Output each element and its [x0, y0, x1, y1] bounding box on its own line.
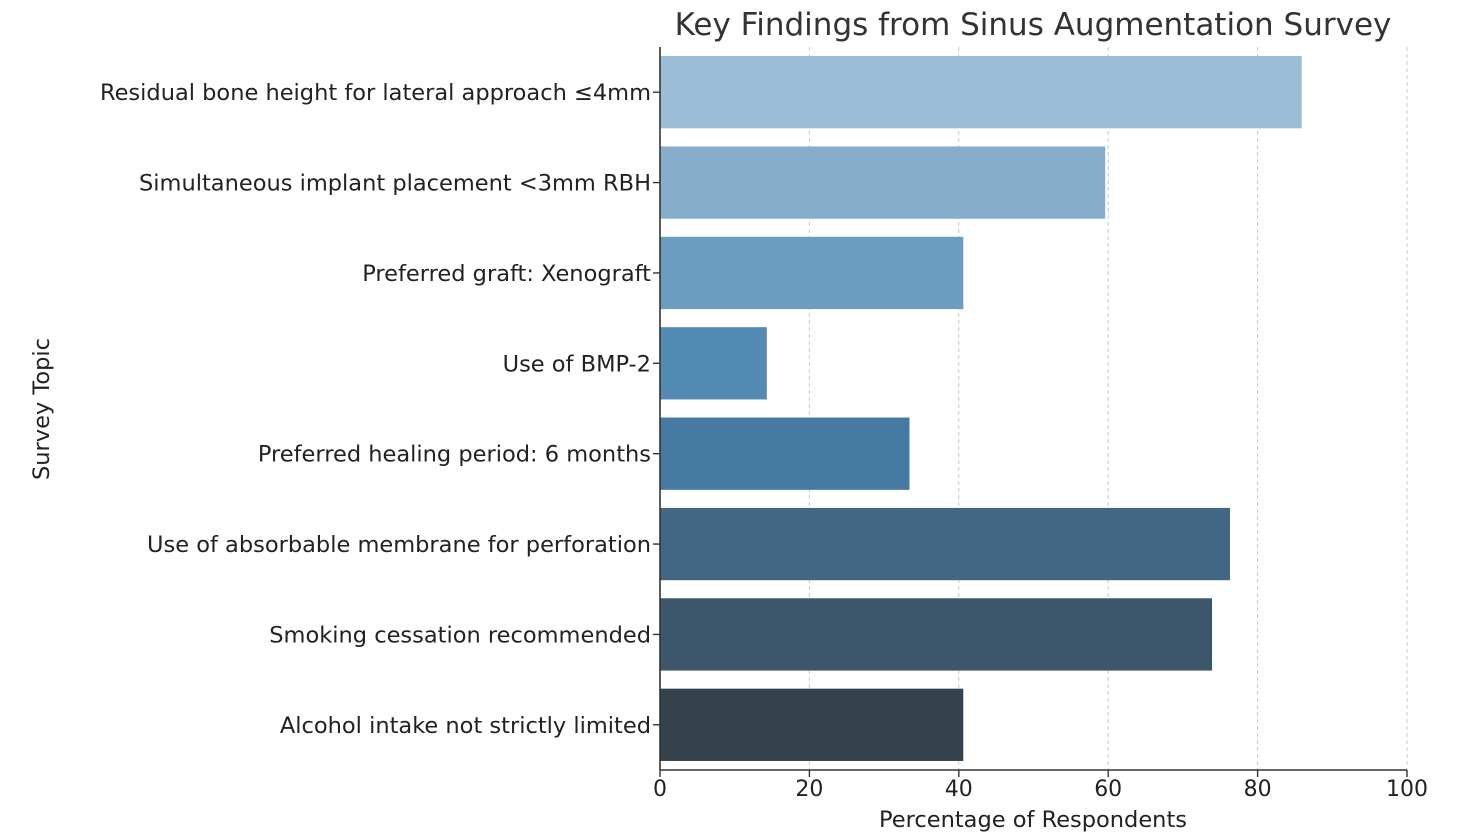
- category-label: Alcohol intake not strictly limited: [280, 713, 651, 739]
- category-label: Use of absorbable membrane for perforati…: [147, 532, 651, 558]
- category-label: Smoking cessation recommended: [269, 622, 651, 648]
- bars-layer: [660, 56, 1302, 761]
- bar: [660, 688, 964, 761]
- category-label: Residual bone height for lateral approac…: [100, 80, 651, 106]
- x-tick-label: 100: [1386, 777, 1428, 802]
- category-label: Preferred healing period: 6 months: [258, 442, 651, 468]
- bar: [660, 417, 910, 490]
- x-tick-label: 80: [1244, 777, 1272, 802]
- axes-layer: [659, 47, 1407, 771]
- x-tick-label: 20: [795, 777, 823, 802]
- category-label: Preferred graft: Xenograft: [362, 261, 651, 287]
- bar: [660, 598, 1213, 671]
- x-axis-title: Percentage of Respondents: [879, 807, 1187, 833]
- bar: [660, 327, 767, 400]
- bar: [660, 236, 964, 310]
- chart-title: Key Findings from Sinus Augmentation Sur…: [675, 7, 1392, 43]
- category-label: Use of BMP-2: [503, 351, 651, 377]
- ticks-layer: 0 20 40 60 80 100: [653, 91, 1428, 802]
- x-tick-label: 0: [653, 777, 667, 802]
- y-axis-title: Survey Topic: [29, 338, 55, 480]
- x-tick-label: 60: [1094, 777, 1122, 802]
- bar: [660, 146, 1106, 219]
- bar: [660, 507, 1230, 581]
- bar: [660, 56, 1302, 129]
- category-labels: Residual bone height for lateral approac…: [100, 80, 651, 739]
- x-tick-label: 40: [945, 777, 973, 802]
- category-label: Simultaneous implant placement <3mm RBH: [139, 171, 651, 197]
